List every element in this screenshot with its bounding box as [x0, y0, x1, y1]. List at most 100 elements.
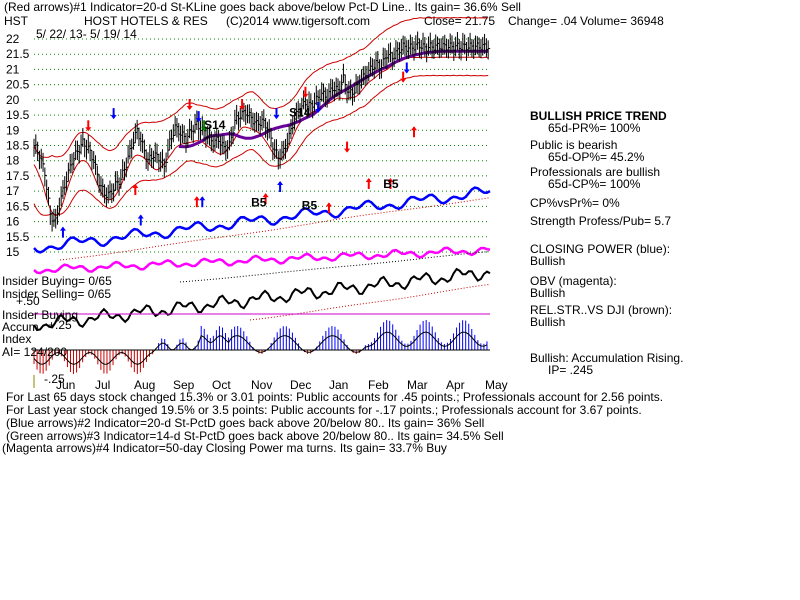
arrow-head — [110, 115, 117, 120]
arrow-head — [59, 226, 66, 231]
red-arrow-down-icon — [186, 98, 193, 110]
insider-buying-label: Insider Buying — [2, 308, 78, 322]
blue-arrow-up-icon — [277, 181, 284, 193]
date-range: 5/ 22/ 13- 5/ 19/ 14 — [36, 27, 137, 41]
arrow-head — [411, 126, 417, 131]
arrow-head — [239, 105, 246, 110]
relstr-status: Bullish — [530, 315, 565, 329]
cp-vs-pr: CP%vsPr%= 0% — [530, 196, 620, 210]
arrow-head — [132, 184, 139, 189]
accum-plus-25-label: +.25 — [48, 318, 72, 332]
signal-label: B5 — [302, 198, 318, 212]
obv-ma-line — [179, 251, 491, 283]
accum-minus-25-label: -.25 — [44, 372, 65, 386]
closing-power-status: Bullish — [530, 254, 565, 268]
signal-arrows — [59, 62, 417, 238]
y-tick-label: 16 — [6, 215, 20, 229]
arrow-head — [400, 78, 407, 83]
blue-arrow-down-icon — [273, 108, 280, 120]
arrow-head — [365, 177, 372, 182]
arrow-head — [262, 193, 269, 198]
month-label: Sep — [173, 378, 195, 392]
arrow-head — [195, 118, 202, 123]
y-axis-tick-labels: 2221.52120.52019.51918.51817.51716.51615… — [6, 32, 30, 259]
strength-ratio: Strength Profess/Pub= 5.7 — [530, 214, 671, 228]
y-tick-label: 17.5 — [6, 169, 30, 183]
red-arrow-up-icon — [387, 177, 394, 189]
red-arrow-up-icon — [132, 184, 139, 196]
red-arrow-down-icon — [344, 141, 351, 153]
lower-band-line — [33, 74, 489, 216]
header-line-1: (Red arrows)#1 Indicator=20-d St-KLine g… — [4, 0, 521, 14]
arrow-head — [201, 127, 208, 132]
month-label: Nov — [251, 378, 272, 392]
moving-average-line — [178, 49, 489, 149]
red-arrow-down-icon — [302, 86, 309, 98]
signal-label: B5 — [251, 195, 267, 209]
arrow-head — [85, 127, 92, 132]
arrow-head — [387, 177, 394, 182]
arrow-head — [302, 93, 309, 98]
accum-rising: Bullish: Accumulation Rising. — [530, 351, 683, 365]
green-arrow-down-icon — [201, 120, 208, 132]
symbol: HST — [4, 14, 29, 28]
blue-arrow-down-icon — [195, 111, 202, 123]
ai-label: AI= 124/200 — [2, 345, 67, 359]
volume-value: Volume= 36948 — [580, 14, 664, 28]
obv-heading: OBV (magenta): — [530, 274, 617, 288]
red-arrow-up-icon — [325, 202, 332, 214]
relstr-heading: REL.STR..VS DJI (brown): — [530, 303, 672, 317]
accum-plus-50-label: +.50 — [16, 294, 40, 308]
y-tick-label: 21.5 — [6, 47, 30, 61]
closing-power-ma-line — [59, 197, 491, 261]
footer-line-1: For Last 65 days stock changed 15.3% or … — [6, 390, 663, 404]
arrow-head — [193, 196, 200, 201]
price-bars — [33, 31, 491, 232]
signal-label: B5 — [383, 177, 399, 191]
arrow-head — [325, 202, 332, 207]
close-value: Close= 21.75 — [424, 14, 495, 28]
red-arrow-up-icon — [193, 196, 200, 208]
month-label: Apr — [446, 378, 465, 392]
y-tick-label: 19 — [6, 123, 20, 137]
bullish-trend: BULLISH PRICE TREND — [530, 109, 667, 123]
y-tick-label: 15.5 — [6, 230, 30, 244]
signal-label: S14 — [289, 106, 311, 120]
price-grid — [34, 38, 490, 253]
y-tick-label: 20 — [6, 93, 20, 107]
y-tick-label: 18.5 — [6, 139, 30, 153]
y-tick-label: 17 — [6, 184, 20, 198]
red-arrow-down-icon — [239, 98, 246, 110]
month-label: Jan — [329, 378, 348, 392]
cp-value: 65d-CP%= 100% — [548, 177, 641, 191]
arrow-head — [315, 109, 322, 114]
footer-line-3: (Blue arrows)#2 Indicator=20-d St-PctD g… — [6, 416, 484, 430]
change-value: Change= .04 — [508, 14, 577, 28]
signal-labels: S14 S14 B5 B5 B5 — [204, 106, 399, 213]
red-arrow-up-icon — [411, 126, 417, 138]
footer-line-4: (Green arrows)#3 Indicator=14-d St-PctD … — [6, 429, 504, 443]
accum-label: Accum — [2, 320, 39, 334]
red-arrow-down-icon — [400, 71, 407, 83]
accumulation-histogram — [33, 320, 488, 374]
insider-selling-count: Insider Selling= 0/65 — [2, 287, 111, 301]
arrow-head — [199, 196, 206, 201]
obv-line — [33, 246, 491, 275]
pr-value: 65d-PR%= 100% — [548, 121, 641, 135]
public-bearish: Public is bearish — [530, 138, 617, 152]
ip-value: IP= .245 — [548, 363, 593, 377]
month-label: Aug — [134, 378, 155, 392]
blue-arrow-down-icon — [403, 62, 410, 74]
y-tick-label: 22 — [6, 32, 20, 46]
month-label: May — [485, 378, 508, 392]
upper-band-line — [33, 16, 489, 158]
red-arrow-down-icon — [85, 120, 92, 132]
footer-line-5: (Magenta arrows)#4 Indicator=50-day Clos… — [2, 441, 447, 455]
blue-arrow-up-icon — [199, 196, 206, 208]
month-label: Jun — [56, 378, 75, 392]
month-label: Jul — [95, 378, 110, 392]
y-tick-label: 20.5 — [6, 78, 30, 92]
month-label: Oct — [212, 378, 231, 392]
red-arrow-up-icon — [262, 193, 269, 205]
